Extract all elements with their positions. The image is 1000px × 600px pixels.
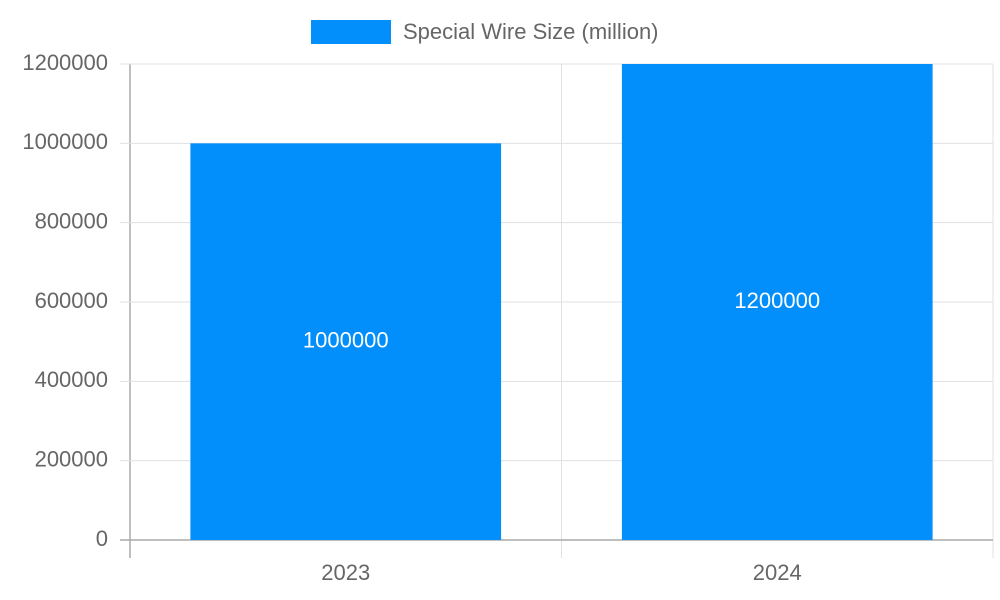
- data-label: 1000000: [303, 327, 389, 352]
- legend-swatch: [311, 20, 391, 44]
- legend-label: Special Wire Size (million): [403, 19, 659, 44]
- data-label: 1200000: [734, 288, 820, 313]
- y-tick-label: 1200000: [22, 50, 108, 75]
- y-tick-label: 600000: [35, 288, 108, 313]
- bar: [621, 64, 933, 540]
- x-tick-label: 2024: [753, 560, 802, 585]
- y-tick-label: 1000000: [22, 129, 108, 154]
- y-tick-label: 200000: [35, 446, 108, 471]
- bar: [190, 143, 502, 541]
- y-tick-label: 0: [96, 526, 108, 551]
- legend: Special Wire Size (million): [311, 19, 659, 44]
- x-tick-label: 2023: [321, 560, 370, 585]
- y-tick-label: 400000: [35, 367, 108, 392]
- y-tick-label: 800000: [35, 208, 108, 233]
